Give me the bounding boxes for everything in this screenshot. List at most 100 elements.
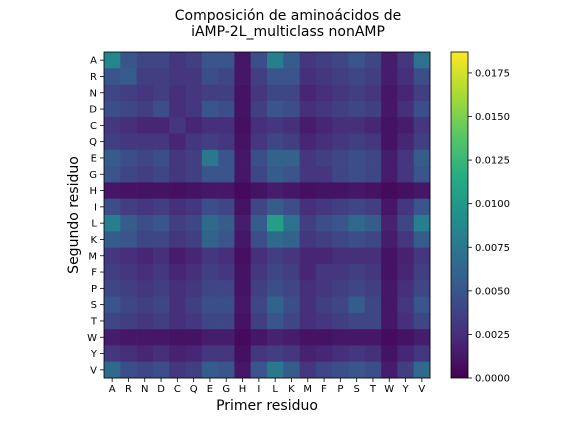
heatmap-cell-D-L	[267, 100, 284, 118]
heatmap-cell-I-L	[267, 198, 284, 216]
heatmap-cell-C-G	[218, 117, 235, 134]
heatmap-cell-E-N	[136, 149, 154, 167]
heatmap-cell-R-P	[332, 68, 349, 85]
heatmap-cell-W-P	[332, 329, 349, 346]
heatmap-cell-E-E	[201, 149, 219, 167]
chart-title-line-2: iAMP-2L_multiclass nonAMP	[191, 24, 385, 40]
heatmap-cell-M-K	[283, 247, 300, 265]
heatmap-cell-K-P	[332, 231, 349, 248]
heatmap-cell-Y-I	[250, 345, 268, 363]
heatmap-cell-K-R	[120, 231, 137, 248]
heatmap-cell-S-Y	[397, 296, 415, 314]
heatmap-cell-N-V	[413, 84, 431, 102]
heatmap-cell-M-R	[120, 247, 137, 265]
heatmap-cell-Y-M	[299, 345, 317, 363]
heatmap-cell-T-K	[283, 312, 300, 330]
heatmap-cell-C-W	[381, 117, 398, 134]
heatmap-cell-A-G	[218, 52, 235, 69]
heatmap-cell-F-N	[136, 263, 154, 281]
heatmap-cell-F-W	[381, 263, 398, 281]
heatmap-cell-V-H	[234, 361, 252, 379]
heatmap-cell-F-K	[283, 263, 300, 281]
heatmap-cell-L-T	[364, 215, 382, 232]
heatmap-frame	[103, 51, 431, 379]
heatmap-cell-D-I	[250, 100, 268, 118]
y-tick-label: K	[90, 235, 97, 246]
colorbar-tick-label: 0.0075	[475, 243, 510, 254]
heatmap-cell-K-D	[152, 231, 170, 248]
heatmap-cell-A-E	[201, 52, 219, 69]
heatmap-cell-Q-T	[364, 133, 382, 151]
heatmap-cell-N-N	[136, 84, 154, 102]
heatmap-cell-V-W	[381, 361, 398, 379]
heatmap-cell-P-Q	[185, 280, 203, 297]
y-tick-label: I	[94, 202, 97, 213]
heatmap-cell-Y-F	[315, 345, 333, 363]
heatmap-cell-M-M	[299, 247, 317, 265]
y-tick-label: N	[90, 88, 97, 99]
y-tick-label: W	[87, 333, 97, 344]
heatmap-cell-D-R	[120, 100, 137, 118]
heatmap-cell-S-G	[218, 296, 235, 314]
heatmap-cell-H-E	[201, 182, 219, 200]
heatmap-cell-L-N	[136, 215, 154, 232]
heatmap-cell-A-D	[152, 52, 170, 69]
heatmap-cell-R-V	[413, 68, 431, 85]
heatmap-cell-F-D	[152, 263, 170, 281]
y-tick-label: D	[89, 105, 97, 116]
heatmap-cell-I-P	[332, 198, 349, 216]
heatmap-cell-Y-R	[120, 345, 137, 363]
heatmap-cell-T-C	[169, 312, 186, 330]
heatmap-cell-G-Y	[397, 166, 415, 183]
heatmap-cell-K-V	[413, 231, 431, 248]
y-tick-label: P	[91, 284, 97, 295]
heatmap-cell-K-E	[201, 231, 219, 248]
heatmap-cell-R-G	[218, 68, 235, 85]
x-tick-label: L	[272, 384, 278, 395]
heatmap-cell-N-R	[120, 84, 137, 102]
heatmap-cell-D-K	[283, 100, 300, 118]
colorbar-tick-label: 0.0150	[475, 112, 510, 123]
heatmap-cell-H-N	[136, 182, 154, 200]
heatmap-cell-K-H	[234, 231, 252, 248]
heatmap-cell-E-A	[104, 149, 121, 167]
heatmap-cell-Q-L	[267, 133, 284, 151]
heatmap-cell-Y-L	[267, 345, 284, 363]
heatmap-cell-C-S	[348, 117, 366, 134]
heatmap-cell-M-I	[250, 247, 268, 265]
heatmap-cells	[104, 52, 431, 379]
x-tick-label: A	[109, 384, 116, 395]
heatmap-cell-H-A	[104, 182, 121, 200]
heatmap-cell-S-H	[234, 296, 252, 314]
y-tick-label: F	[91, 268, 97, 279]
heatmap-cell-E-V	[413, 149, 431, 167]
heatmap-cell-E-I	[250, 149, 268, 167]
heatmap-cell-Q-A	[104, 133, 121, 151]
heatmap-cell-D-P	[332, 100, 349, 118]
colorbar	[450, 51, 469, 379]
heatmap-cell-S-M	[299, 296, 317, 314]
heatmap-cell-S-S	[348, 296, 366, 314]
heatmap-cell-W-S	[348, 329, 366, 346]
heatmap-cell-L-E	[201, 215, 219, 232]
heatmap-cell-E-Q	[185, 149, 203, 167]
heatmap-cell-C-Q	[185, 117, 203, 134]
heatmap-cell-P-M	[299, 280, 317, 297]
heatmap-cell-S-T	[364, 296, 382, 314]
heatmap-cell-W-C	[169, 329, 186, 346]
heatmap-cell-F-Q	[185, 263, 203, 281]
heatmap-cell-I-G	[218, 198, 235, 216]
heatmap-cell-P-T	[364, 280, 382, 297]
heatmap-cell-T-P	[332, 312, 349, 330]
heatmap-cell-I-S	[348, 198, 366, 216]
heatmap-cell-L-I	[250, 215, 268, 232]
heatmap-cell-Q-N	[136, 133, 154, 151]
heatmap-cell-R-Q	[185, 68, 203, 85]
heatmap-cell-G-R	[120, 166, 137, 183]
heatmap-cell-P-E	[201, 280, 219, 297]
heatmap-cell-P-W	[381, 280, 398, 297]
heatmap-cell-D-D	[152, 100, 170, 118]
heatmap-cell-D-Q	[185, 100, 203, 118]
heatmap-cell-T-R	[120, 312, 137, 330]
heatmap-cell-G-F	[315, 166, 333, 183]
